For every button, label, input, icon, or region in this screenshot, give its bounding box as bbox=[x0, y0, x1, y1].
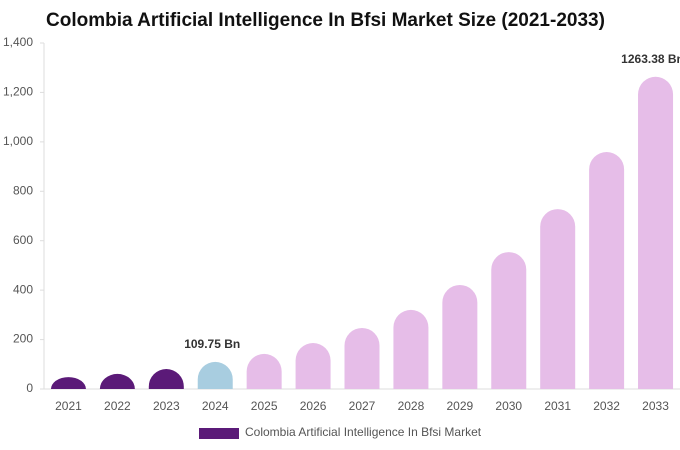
y-tick-label: 800 bbox=[13, 183, 33, 197]
value-label: 109.75 Bn bbox=[184, 337, 240, 351]
bar bbox=[344, 327, 380, 389]
x-tick-label: 2033 bbox=[642, 399, 669, 413]
chart-title: Colombia Artificial Intelligence In Bfsi… bbox=[46, 10, 605, 31]
y-tick-label: 0 bbox=[26, 381, 33, 395]
x-tick-label: 2031 bbox=[544, 399, 571, 413]
value-label: 1263.38 Bn bbox=[621, 52, 680, 66]
x-tick-label: 2027 bbox=[349, 399, 376, 413]
y-tick-label: 1,000 bbox=[3, 134, 33, 148]
bar bbox=[295, 343, 331, 389]
bar bbox=[491, 252, 527, 389]
x-tick-label: 2032 bbox=[593, 399, 620, 413]
bar bbox=[99, 373, 135, 389]
x-tick-label: 2024 bbox=[202, 399, 229, 413]
y-tick-label: 200 bbox=[13, 332, 33, 346]
x-tick-label: 2022 bbox=[104, 399, 131, 413]
x-tick-label: 2028 bbox=[398, 399, 425, 413]
bar bbox=[540, 209, 576, 389]
bar bbox=[589, 151, 625, 389]
bar bbox=[638, 76, 674, 390]
y-tick-label: 1,200 bbox=[3, 85, 33, 99]
bar bbox=[197, 361, 233, 389]
x-tick-label: 2023 bbox=[153, 399, 180, 413]
y-tick-label: 600 bbox=[13, 233, 33, 247]
x-tick-label: 2026 bbox=[300, 399, 327, 413]
x-tick-label: 2030 bbox=[495, 399, 522, 413]
legend-swatch bbox=[199, 428, 239, 439]
x-tick-label: 2021 bbox=[55, 399, 82, 413]
bar bbox=[246, 353, 282, 389]
bar bbox=[50, 377, 86, 389]
y-tick-label: 400 bbox=[13, 282, 33, 296]
bar bbox=[442, 284, 478, 389]
x-tick-label: 2025 bbox=[251, 399, 278, 413]
legend-label: Colombia Artificial Intelligence In Bfsi… bbox=[245, 425, 482, 439]
x-tick-label: 2029 bbox=[446, 399, 473, 413]
bar bbox=[148, 368, 184, 389]
bar bbox=[393, 309, 429, 389]
y-tick-label: 1,400 bbox=[3, 35, 33, 49]
